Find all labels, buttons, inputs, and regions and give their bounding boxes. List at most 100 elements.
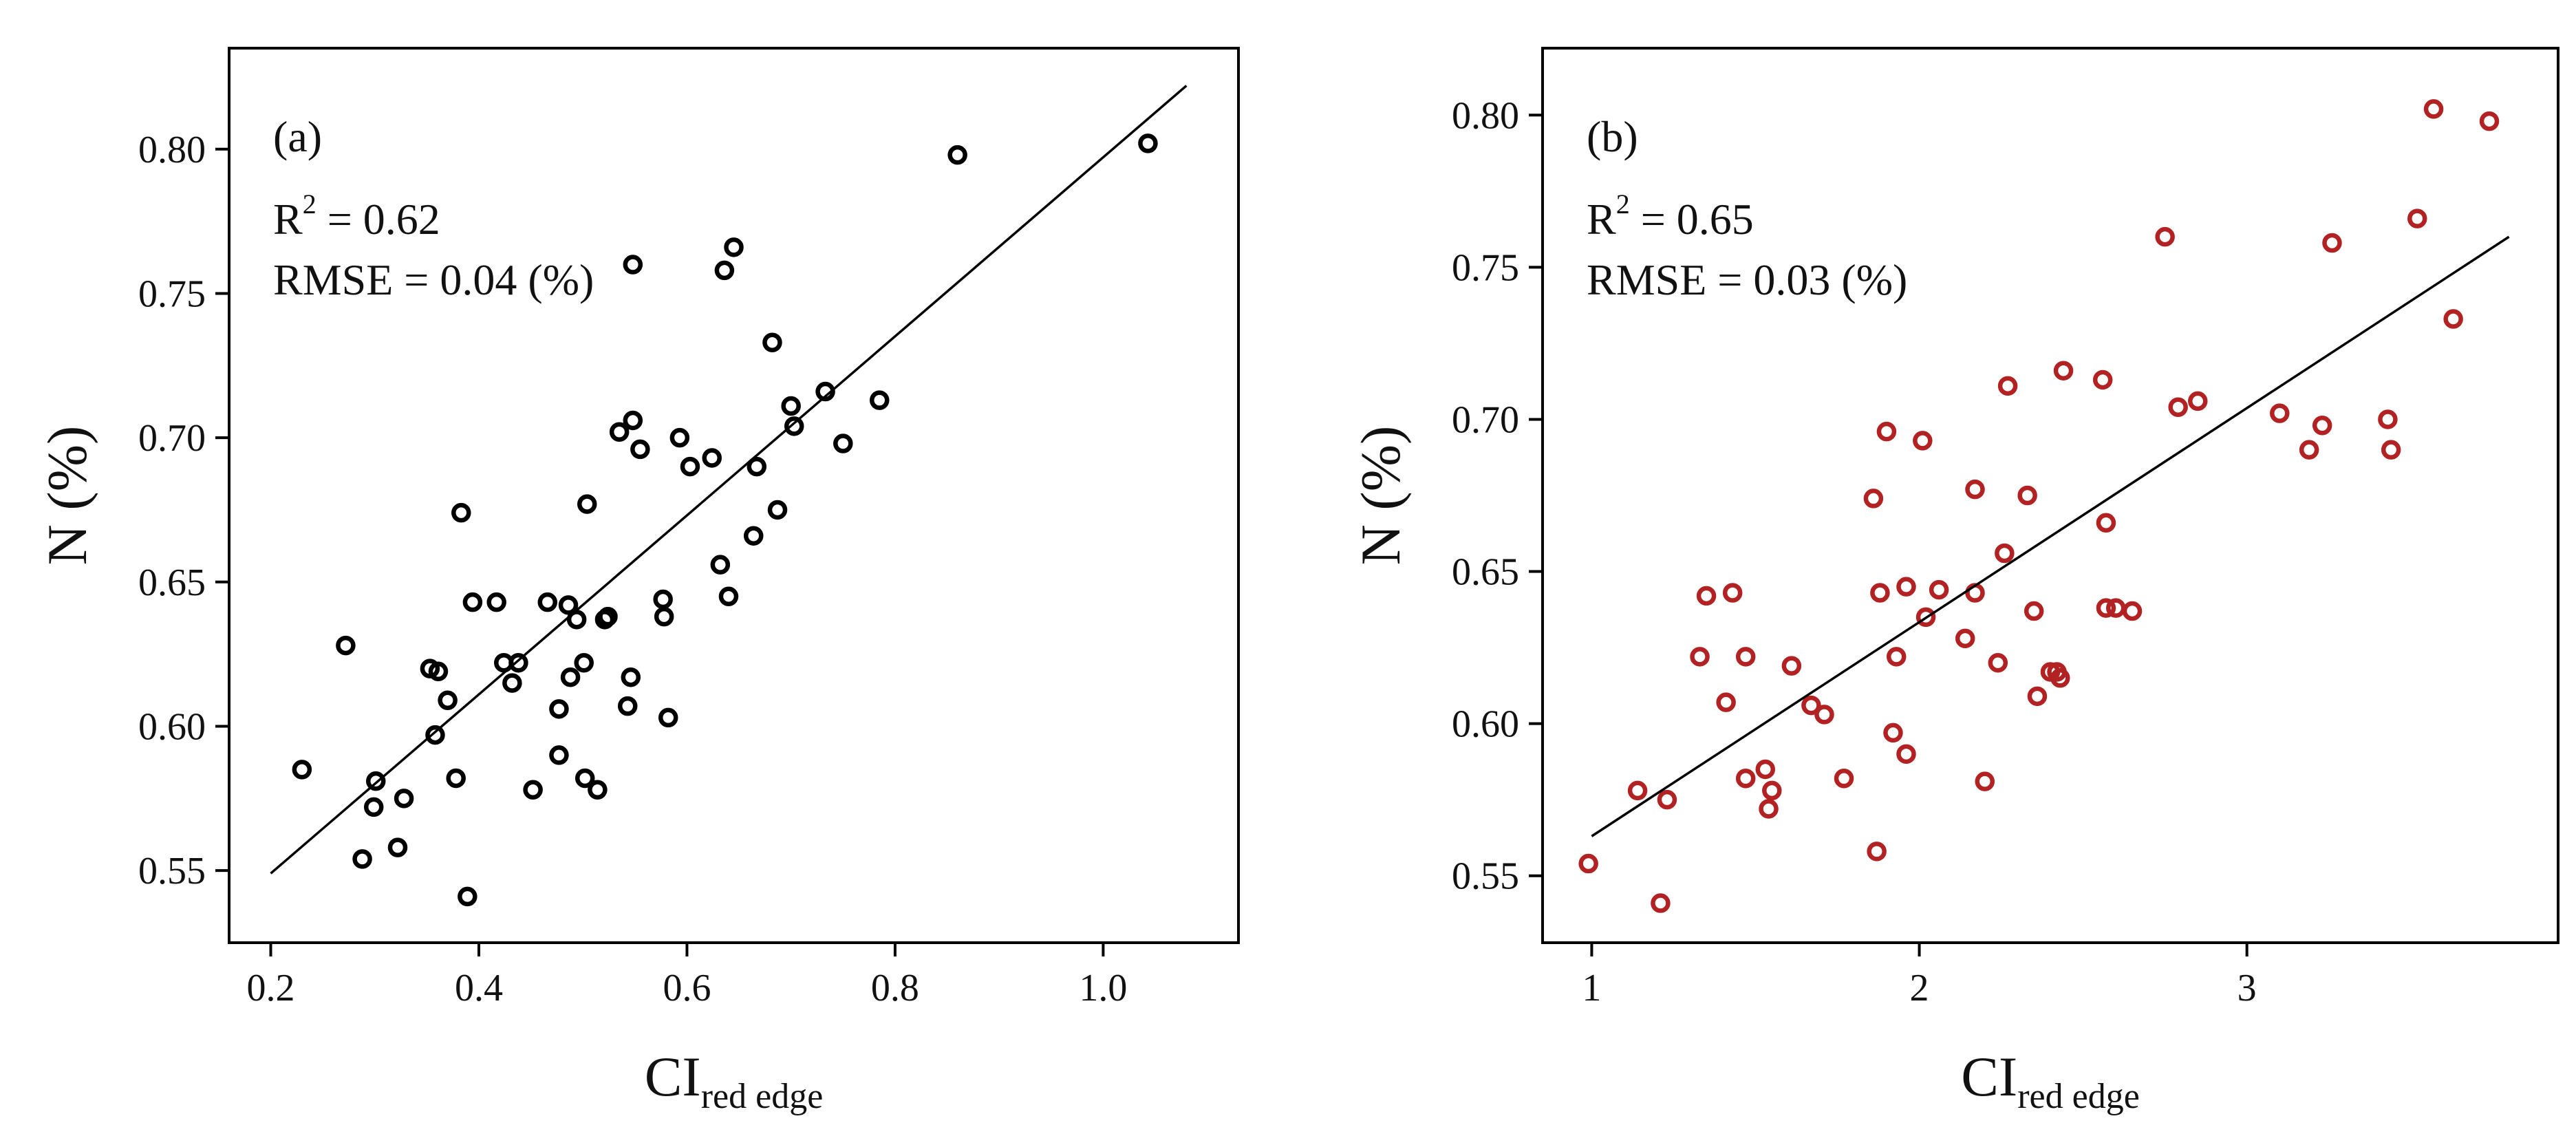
panel-b-fit-line: [1591, 235, 2510, 837]
panel-b-point-59: [2443, 309, 2463, 329]
panel-b-r2-value: = 0.65: [1630, 195, 1754, 244]
panel-a-point-52: [767, 500, 788, 520]
panel-b-y-tick-label-5: 0.75: [1452, 246, 1519, 289]
panel-b-point-10: [1735, 768, 1756, 789]
panel-b-r2: R2 = 0.65: [1587, 189, 1754, 244]
panel-b-point-48: [2155, 226, 2175, 247]
panel-b-point-37: [2024, 601, 2044, 621]
panel-b-point-3: [1651, 893, 1671, 913]
panel-b-point-20: [1870, 583, 1890, 603]
panel-a-point-26: [566, 610, 587, 630]
panel-a-point-30: [588, 780, 608, 800]
panel-a-point-19: [508, 652, 528, 673]
panel-b-point-55: [2378, 409, 2398, 429]
panel-b-point-44: [2096, 513, 2116, 533]
panel-b-point-58: [2423, 99, 2444, 119]
panel-b-point-45: [2096, 598, 2116, 618]
panel-a-point-14: [458, 886, 477, 907]
panel-b-point-11: [1755, 759, 1776, 780]
panel-a-point-53: [781, 396, 801, 416]
panel-a-point-29: [577, 494, 597, 514]
panel-a-point-36: [623, 255, 643, 275]
panel-a-point-2: [336, 635, 356, 656]
panel-a-point-12: [446, 768, 466, 789]
panel-b-rmse: RMSE = 0.03 (%): [1587, 255, 1907, 304]
panel-b-point-49: [2168, 397, 2188, 418]
panel-b-point-22: [1883, 723, 1903, 743]
panel-a-point-49: [743, 526, 764, 546]
panel-a-point-25: [560, 667, 581, 687]
panel-b-point-25: [1896, 577, 1916, 597]
panel-b-x-tick-label-2: 2: [1910, 967, 1929, 1009]
panel-a-point-16: [486, 592, 506, 612]
panel-b-point-53: [2312, 416, 2332, 436]
panel-b-point-54: [2322, 233, 2342, 253]
panel-b-point-57: [2407, 208, 2427, 228]
panel-b-points: [1578, 99, 2500, 913]
panel-b-point-19: [1867, 842, 1887, 862]
panel-a-point-42: [669, 427, 690, 448]
panel-b-label: (b): [1587, 112, 1638, 161]
panel-a-r2-prefix: R: [273, 195, 303, 244]
panel-b-point-30: [1965, 479, 1985, 500]
panel-b-point-23: [1886, 647, 1907, 667]
panel-a-x-title: CIred edge: [645, 1045, 824, 1116]
panel-a-point-4: [363, 797, 384, 817]
panel-b-point-50: [2188, 391, 2208, 411]
panel-b-x-tick-label-3: 3: [2237, 967, 2257, 1009]
panel-a-point-35: [621, 667, 641, 687]
panel-b-point-13: [1762, 780, 1782, 801]
panel-b-point-1: [1578, 853, 1598, 874]
panel-b-point-42: [2053, 361, 2074, 381]
panel-b-point-36: [2017, 485, 2037, 506]
panel-a-point-6: [387, 837, 408, 857]
panel-a-point-1: [292, 760, 312, 780]
panel-a-plot-frame: [228, 47, 1240, 944]
panel-a-point-56: [833, 434, 853, 453]
panel-b-x-title-main: CI: [1961, 1045, 2017, 1108]
panel-a-y-title: N (%): [36, 426, 98, 566]
panel-a-y-axis: 0.55 0.60 0.65 0.70 0.75 0.80: [138, 129, 229, 892]
panel-b-point-27: [1915, 607, 1936, 628]
panel-a-point-33: [609, 422, 630, 442]
panel-a-point-38: [630, 439, 650, 460]
panel-b-point-35: [1997, 376, 2018, 396]
panel-a-r2-sup: 2: [303, 189, 316, 220]
panel-a-point-59: [1138, 133, 1158, 153]
panel-a-point-13: [451, 502, 471, 523]
panel-a-x-tick-label-1: 0.2: [246, 967, 294, 1009]
panel-a-point-23: [549, 745, 569, 765]
panel-b-point-24: [1896, 744, 1916, 764]
panel-a-point-37: [623, 410, 643, 431]
panel-a-x-tick-label-5: 1.0: [1079, 967, 1127, 1009]
panel-a-y-tick-label-3: 0.65: [138, 561, 206, 604]
panel-a-point-18: [502, 673, 522, 693]
panel-a-point-28: [575, 768, 595, 789]
panel-a-point-48: [724, 237, 744, 257]
panel-b-y-title: N (%): [1349, 426, 1412, 566]
panel-b-point-17: [1834, 768, 1854, 789]
panel-b-point-4: [1657, 789, 1677, 810]
panel-b-point-60: [2479, 111, 2500, 131]
panel-a-r2-value: = 0.62: [316, 195, 440, 244]
panel-b-x-tick-label-1: 1: [1582, 967, 1601, 1009]
panel-b-point-51: [2270, 403, 2290, 423]
panel-a-point-55: [815, 381, 835, 402]
panel-a-point-21: [537, 592, 558, 612]
panel-a-point-50: [747, 456, 767, 477]
panel-a: 0.2 0.4 0.6 0.8 1.0 0.55 0.60 0.65 0.70 0.75 0.80…: [36, 47, 1240, 1116]
panel-a-point-11: [438, 690, 458, 710]
panel-a-r2: R2 = 0.62: [273, 189, 440, 244]
panel-b-point-14: [1781, 656, 1802, 676]
panel-a-x-axis: 0.2 0.4 0.6 0.8 1.0: [246, 943, 1127, 1009]
panel-b-point-26: [1913, 431, 1933, 451]
panel-a-point-57: [869, 390, 890, 410]
panel-b-point-47: [2122, 601, 2143, 621]
panel-b-x-title-sub: red edge: [2017, 1077, 2140, 1116]
panel-a-point-44: [702, 448, 722, 468]
panel-b-r2-sup: 2: [1616, 189, 1630, 220]
panel-a-point-40: [654, 606, 674, 627]
panel-a-point-58: [947, 145, 967, 165]
panel-b-point-33: [1988, 652, 2008, 673]
